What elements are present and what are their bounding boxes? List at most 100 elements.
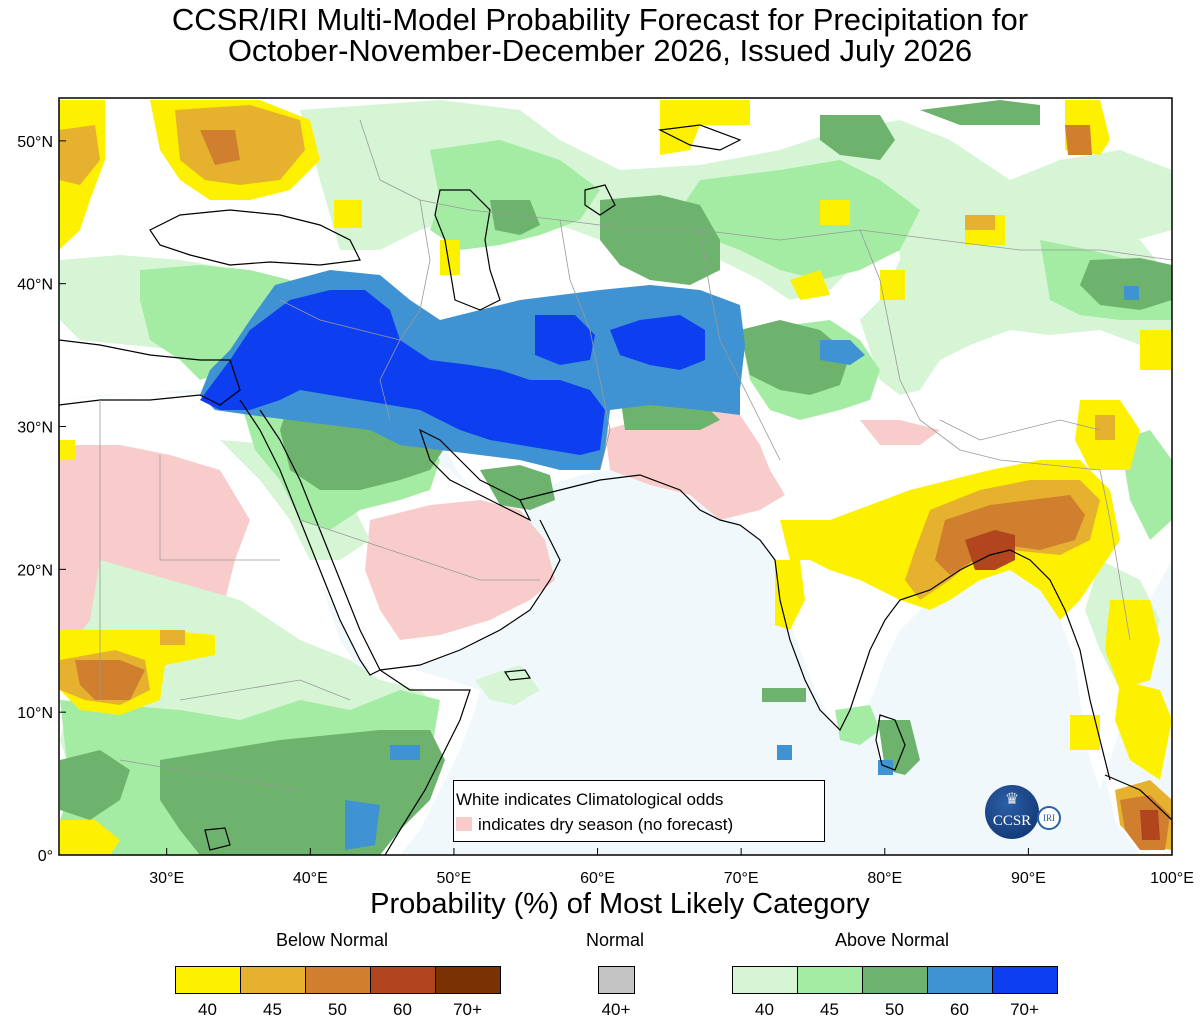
above50-mongolia (820, 115, 895, 160)
coast-caspian (434, 189, 501, 311)
legend-below-normal-title: Below Normal (276, 930, 389, 950)
legend-above-value: 50 (885, 1000, 904, 1019)
country-borders (99, 119, 1172, 791)
legend-above-swatch (992, 966, 1058, 994)
above50-china-ne (1080, 258, 1172, 310)
coast-socotra (503, 669, 532, 681)
y-tick-label: 50°N (17, 134, 53, 151)
note-dry: indicates dry season (no forecast) (456, 812, 818, 837)
coast-red-sea (239, 399, 381, 676)
below50-ukraine (200, 130, 240, 165)
legend-above-swatch (927, 966, 993, 994)
legend-above-swatch (732, 966, 798, 994)
map-frame (58, 97, 1173, 856)
below40-thailand (1105, 600, 1160, 690)
above70-afghan (610, 315, 705, 370)
x-tick-label: 30°E (149, 870, 184, 887)
below40-mongolia-c (820, 200, 850, 225)
x-tick-label: 90°E (1011, 870, 1046, 887)
below40-arabia-point (59, 440, 75, 460)
below45-china (965, 215, 995, 230)
coastlines (59, 124, 1172, 855)
above60-maldives (777, 745, 792, 760)
legend-normal-value: 40+ (601, 1000, 631, 1019)
y-tick-label: 30°N (17, 420, 53, 437)
legend-above-value: 45 (820, 1000, 839, 1019)
y-tick-label: 10°N (17, 705, 53, 722)
legend-below-value: 70+ (453, 1000, 482, 1019)
coast-persia (519, 474, 1111, 781)
coast-black-sea (149, 209, 361, 266)
above50-north-china (920, 100, 1040, 125)
coast-mediterranean (59, 339, 241, 406)
dry-arabia (365, 500, 555, 640)
x-tick-label: 80°E (867, 870, 902, 887)
legend-note-box: White indicates Climatological odds indi… (453, 780, 825, 842)
below40-black-sea (334, 200, 362, 228)
below50-africa (75, 660, 145, 700)
coast-arabia-south (379, 519, 561, 671)
below60-bengal (965, 530, 1015, 570)
x-tick-label: 50°E (436, 870, 471, 887)
legend-below-value: 45 (263, 1000, 282, 1019)
legend-below-value: 60 (393, 1000, 412, 1019)
ccsr-logo: ♛ CCSR (985, 785, 1039, 839)
coast-lake-balkhash (657, 124, 742, 151)
coast-aral (584, 184, 616, 216)
x-axis-title: Probability (%) of Most Likely Category (370, 888, 870, 920)
below45-africa-point (160, 630, 185, 645)
above50-tibet (740, 320, 850, 395)
legend-above-swatch (797, 966, 863, 994)
legend-above-value: 60 (950, 1000, 969, 1019)
below60-sumatra (1140, 810, 1160, 840)
dry-central (860, 420, 940, 445)
dry-season-swatch (456, 817, 472, 831)
coast-horn (379, 669, 471, 855)
below40-malay (1115, 680, 1172, 780)
above50-africa-south (60, 750, 130, 820)
coast-sri-lanka (875, 714, 906, 771)
ccsr-logo-text: CCSR (992, 813, 1032, 829)
legend-below-swatch (305, 966, 371, 994)
below40-india-west (775, 560, 805, 630)
legend-above-value: 70+ (1010, 1000, 1039, 1019)
above40-china (860, 180, 1172, 395)
above45-sri-lanka (835, 705, 880, 745)
map-title-line-1: CCSR/IRI Multi-Model Probability Forecas… (171, 2, 1029, 37)
y-tick-label: 0° (38, 848, 53, 865)
y-tick-label: 20°N (17, 562, 53, 579)
above50-caspian (490, 200, 540, 235)
below40-china-small (790, 270, 830, 300)
legend-below-swatch (175, 966, 241, 994)
coast-sumatra (1104, 774, 1172, 821)
below-normal-60-regions (965, 530, 1160, 840)
legend-below-swatch (240, 966, 306, 994)
below40-africa-south (60, 820, 120, 855)
legend-below-value: 40 (198, 1000, 217, 1019)
below40-sumatra (1070, 715, 1100, 750)
below40-caspian-sw (440, 240, 460, 275)
below45-ukraine (175, 105, 305, 185)
above70-iran-east (535, 315, 595, 365)
above60-tibet (820, 340, 865, 365)
coast-gulf (418, 428, 532, 522)
legend-above-swatch (862, 966, 928, 994)
legend-above-normal-title: Above Normal (835, 930, 950, 950)
iri-logo-text: IRI (1043, 813, 1055, 823)
map-plot-area (59, 98, 1172, 855)
map-title-line-2: October-November-December 2026, Issued J… (227, 33, 973, 68)
x-tick-label: 60°E (580, 870, 615, 887)
legend-below-swatch (435, 966, 501, 994)
above40-east-africa (475, 665, 540, 705)
above50-gulf (480, 465, 555, 510)
note-white: White indicates Climatological odds (456, 790, 724, 809)
above50-kazakh (600, 195, 720, 285)
dry-pakistan (605, 405, 785, 520)
below45-myanmar (1095, 415, 1115, 440)
x-tick-label: 40°E (293, 870, 328, 887)
crown-icon: ♛ (1004, 791, 1020, 808)
below50-mongolia (1065, 125, 1092, 155)
above45-central-asia (680, 160, 920, 280)
above60-china-point (1124, 286, 1139, 300)
